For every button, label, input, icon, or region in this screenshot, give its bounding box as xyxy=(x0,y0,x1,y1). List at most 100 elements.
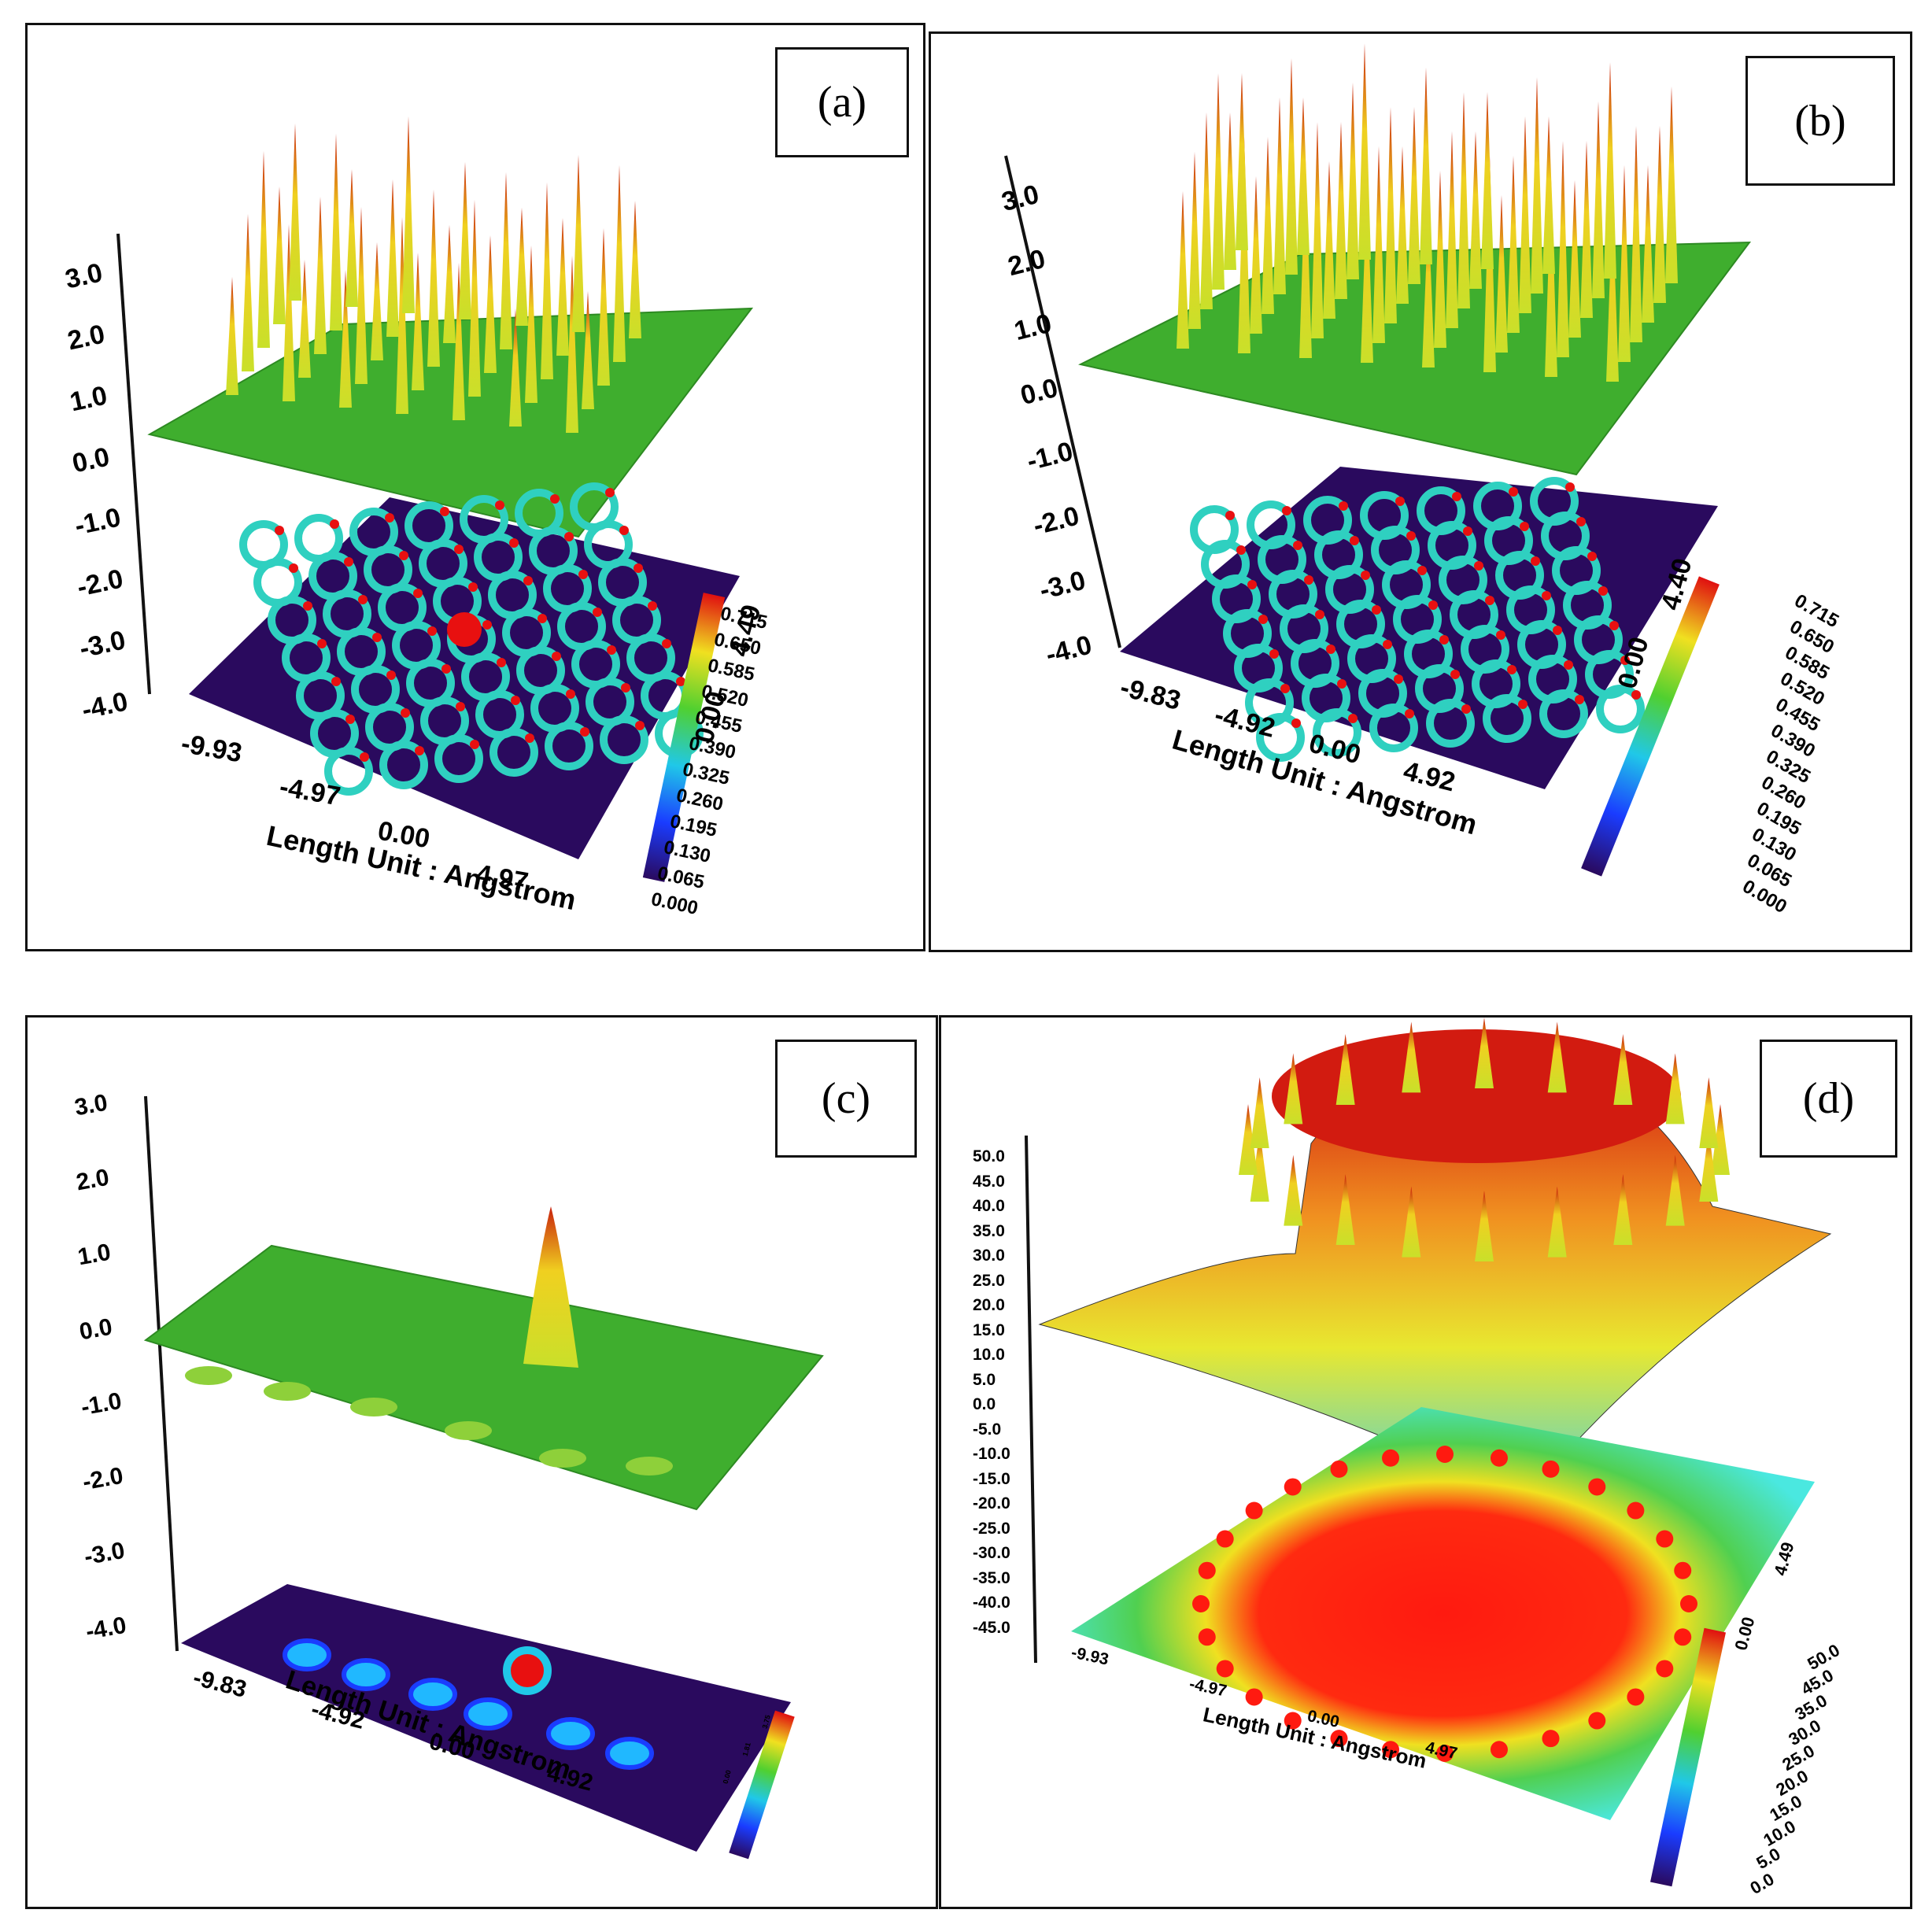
spike xyxy=(1372,146,1385,343)
atom xyxy=(1245,1688,1263,1706)
surface-peak xyxy=(523,1206,578,1368)
atom xyxy=(1284,1712,1302,1730)
atom xyxy=(413,589,423,598)
spike xyxy=(1262,137,1274,314)
panel-d-figure xyxy=(1025,1018,1832,1887)
z-tick: 25.0 xyxy=(973,1271,1005,1290)
atom xyxy=(1395,497,1405,506)
atom xyxy=(1330,1730,1348,1748)
spike xyxy=(1250,176,1262,334)
z-axis-line xyxy=(1004,155,1121,648)
spike xyxy=(371,242,383,360)
spike xyxy=(298,260,311,378)
atom xyxy=(1507,665,1516,674)
panel-d: (d) 50.0 45.0 40.0 35.0 30.0 25.0 20.0 15.0 10.0… xyxy=(939,1015,1912,1909)
atom xyxy=(1339,501,1348,511)
spike xyxy=(386,179,399,337)
atom xyxy=(495,500,504,510)
spike xyxy=(1519,116,1531,313)
ring xyxy=(1313,708,1361,757)
atom xyxy=(1247,580,1257,589)
spike xyxy=(1469,131,1482,289)
atom xyxy=(399,551,408,560)
ring xyxy=(324,747,373,796)
blob xyxy=(342,1658,390,1691)
atom xyxy=(1284,1478,1302,1496)
density-blobs xyxy=(1190,477,1645,762)
spike xyxy=(1434,171,1446,348)
spike xyxy=(515,208,528,326)
ring xyxy=(600,715,648,764)
ring xyxy=(434,734,483,783)
atom xyxy=(509,538,519,548)
ring xyxy=(1426,699,1475,748)
atom xyxy=(317,639,327,648)
atom xyxy=(564,532,574,541)
atom xyxy=(456,702,465,711)
spike xyxy=(1531,77,1543,294)
atom xyxy=(1394,674,1403,684)
atom xyxy=(1383,640,1392,649)
spike xyxy=(1545,180,1557,377)
blob xyxy=(283,1638,331,1671)
atom xyxy=(1330,1460,1348,1478)
spike xyxy=(289,124,301,301)
atom xyxy=(1609,621,1619,630)
atom xyxy=(578,570,588,579)
atom xyxy=(1656,1530,1674,1548)
atom xyxy=(566,689,575,699)
spike xyxy=(1542,116,1555,274)
panel-a-figure xyxy=(116,116,754,882)
z-tick: -15.0 xyxy=(973,1469,1010,1488)
atom xyxy=(1406,531,1416,541)
atom xyxy=(1291,718,1301,728)
spike xyxy=(1475,1018,1494,1088)
atom xyxy=(303,601,312,611)
atom xyxy=(1436,1745,1454,1762)
atom xyxy=(497,658,506,667)
atom xyxy=(1587,552,1597,561)
z-tick: 3.0 xyxy=(72,1089,110,1121)
atom xyxy=(1198,1561,1216,1579)
atom xyxy=(635,721,645,730)
colorbar xyxy=(729,1710,795,1860)
blob xyxy=(605,1737,654,1770)
atom xyxy=(1361,571,1370,580)
bump xyxy=(626,1457,673,1476)
spike xyxy=(1408,107,1420,284)
spike xyxy=(1250,1130,1269,1202)
spike xyxy=(345,169,358,307)
atom xyxy=(385,513,394,523)
atom xyxy=(550,494,560,504)
spike xyxy=(459,162,471,319)
surface-spikes xyxy=(226,116,641,433)
colorbar xyxy=(1650,1627,1726,1887)
spike xyxy=(1224,113,1236,270)
spike xyxy=(613,165,626,362)
spike xyxy=(412,253,424,390)
spike xyxy=(396,217,408,414)
ring xyxy=(1539,689,1588,738)
atom xyxy=(1542,591,1551,600)
spike xyxy=(1236,73,1248,250)
spike xyxy=(1188,152,1201,329)
z-tick: -20.0 xyxy=(973,1494,1010,1512)
spike xyxy=(566,256,578,433)
atom xyxy=(662,639,671,648)
atom xyxy=(1436,1446,1454,1463)
atom xyxy=(1520,522,1529,531)
spike xyxy=(1422,210,1435,368)
spike xyxy=(453,263,465,420)
atom xyxy=(1490,1741,1508,1759)
ring xyxy=(1369,704,1418,752)
z-tick: 30.0 xyxy=(973,1247,1005,1265)
atom xyxy=(1245,1501,1263,1520)
spike xyxy=(468,200,481,397)
spike xyxy=(1335,1034,1355,1106)
spike xyxy=(1665,87,1678,283)
spike xyxy=(1402,1186,1421,1258)
spike xyxy=(1604,62,1616,279)
atom xyxy=(1350,536,1359,545)
atom xyxy=(1461,704,1471,714)
panel-label: (a) xyxy=(775,47,909,157)
